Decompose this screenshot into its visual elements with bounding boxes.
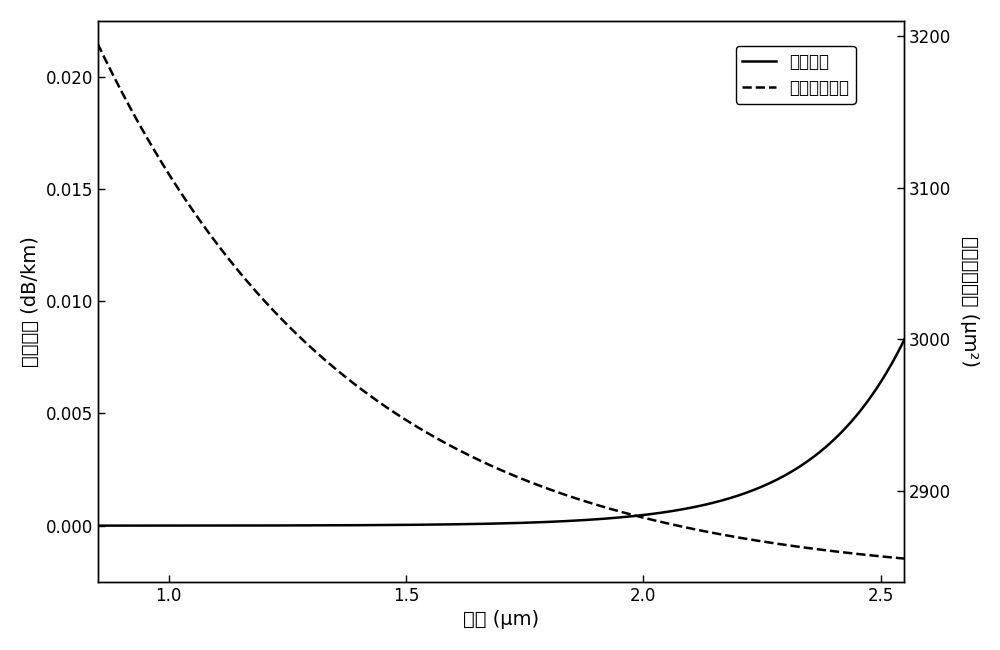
Legend: 限制损耗, 有效模式面积: 限制损耗, 有效模式面积 (736, 46, 856, 103)
Y-axis label: 限制损耗 (dB/km): 限制损耗 (dB/km) (21, 236, 40, 367)
Y-axis label: 有效模式面积 (μm²): 有效模式面积 (μm²) (960, 236, 979, 367)
X-axis label: 波长 (μm): 波长 (μm) (463, 610, 539, 629)
